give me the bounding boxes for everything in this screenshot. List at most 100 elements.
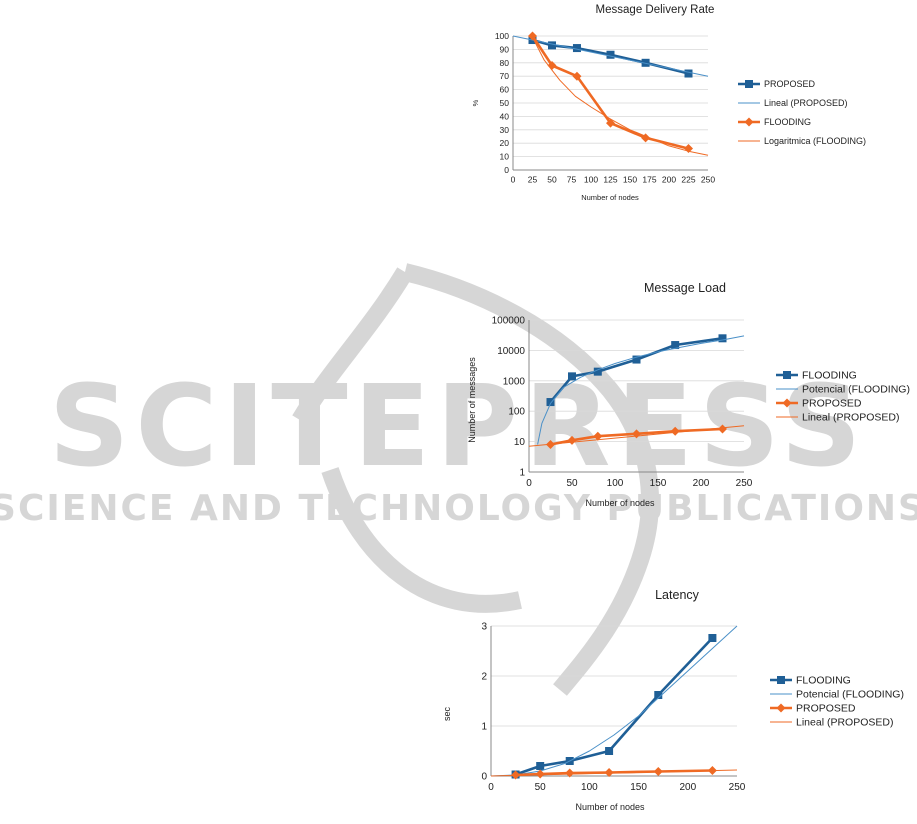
x-tick-label: 0 xyxy=(511,175,516,185)
x-tick-label: 50 xyxy=(566,478,578,489)
x-tick-label: 250 xyxy=(701,175,715,185)
data-point-flooding xyxy=(546,398,555,407)
data-point-proposed xyxy=(684,69,693,78)
data-point-proposed xyxy=(670,426,680,436)
y-tick-label: 40 xyxy=(500,111,510,121)
legend-label-proposed: PROPOSED xyxy=(764,79,816,89)
data-point-flooding xyxy=(718,334,727,343)
y-tick-label: 0 xyxy=(504,165,509,175)
y-tick-label: 90 xyxy=(500,44,510,54)
x-tick-label: 175 xyxy=(642,175,656,185)
legend-marker-proposed xyxy=(776,703,786,713)
series-line-logaritmica-flooding xyxy=(532,37,709,156)
legend-label-flooding: FLOODING xyxy=(802,370,857,382)
data-point-proposed xyxy=(606,50,615,59)
series-line-lineal-proposed xyxy=(528,425,745,447)
chart-title: Message Load xyxy=(644,281,726,295)
y-tick-label: 50 xyxy=(500,98,510,108)
x-tick-label: 100 xyxy=(607,478,624,489)
data-point-flooding xyxy=(528,31,537,41)
x-tick-label: 250 xyxy=(729,782,746,793)
x-tick-label: 200 xyxy=(662,175,676,185)
legend-marker-flooding xyxy=(744,117,754,127)
y-tick-label: 70 xyxy=(500,71,510,81)
y-tick-label: 10 xyxy=(500,152,510,162)
watermark-logo-shape xyxy=(292,263,659,696)
legend-label-proposed: PROPOSED xyxy=(796,703,856,715)
data-point-flooding xyxy=(632,355,641,364)
data-point-flooding xyxy=(572,71,582,81)
legend-marker-proposed xyxy=(745,80,753,88)
x-tick-label: 100 xyxy=(584,175,598,185)
y-tick-label: 100 xyxy=(495,31,509,41)
legend-label-logaritmica-flooding: Logaritmica (FLOODING) xyxy=(764,136,866,146)
data-point-proposed xyxy=(593,431,603,441)
chart-title: Latency xyxy=(655,588,700,602)
x-tick-label: 250 xyxy=(736,478,753,489)
y-axis-label: Number of messages xyxy=(467,357,477,443)
data-point-flooding xyxy=(605,747,614,755)
series-line-flooding xyxy=(549,337,723,403)
x-tick-label: 25 xyxy=(528,175,538,185)
x-tick-label: 50 xyxy=(547,175,557,185)
data-point-proposed xyxy=(548,41,556,50)
data-point-proposed xyxy=(718,424,727,434)
y-tick-label: 2 xyxy=(481,672,487,683)
x-tick-label: 0 xyxy=(488,782,494,793)
data-point-proposed xyxy=(641,58,650,67)
x-tick-label: 150 xyxy=(623,175,637,185)
legend-label-lineal-proposed: Lineal (PROPOSED) xyxy=(764,98,848,108)
legend-marker-proposed xyxy=(782,398,792,408)
y-axis-label: sec xyxy=(442,707,452,722)
data-point-proposed xyxy=(572,44,581,53)
x-axis-label: Number of nodes xyxy=(585,498,655,508)
x-tick-label: 100 xyxy=(581,782,598,793)
data-point-proposed xyxy=(535,769,545,779)
x-tick-label: 125 xyxy=(603,175,617,185)
x-tick-label: 225 xyxy=(681,175,695,185)
x-axis-label: Number of nodes xyxy=(575,802,645,812)
legend-label-potencial-flooding: Potencial (FLOODING) xyxy=(802,384,910,396)
series-line-flooding xyxy=(515,637,714,776)
data-point-flooding xyxy=(593,367,602,376)
y-tick-label: 3 xyxy=(481,622,487,633)
y-tick-label: 30 xyxy=(500,125,510,135)
y-tick-label: 0 xyxy=(481,772,487,783)
x-tick-label: 50 xyxy=(535,782,547,793)
y-tick-label: 20 xyxy=(500,138,510,148)
data-point-proposed xyxy=(565,768,575,778)
watermark-sub-text: SCIENCE AND TECHNOLOGY PUBLICATIONS xyxy=(0,488,917,529)
legend-label-potencial-flooding: Potencial (FLOODING) xyxy=(796,689,904,701)
legend-label-flooding: FLOODING xyxy=(796,675,851,687)
data-point-flooding xyxy=(536,762,545,770)
series-line-potencial-flooding xyxy=(537,335,745,445)
legend-label-proposed: PROPOSED xyxy=(802,398,862,410)
chart-title: Message Delivery Rate xyxy=(596,4,715,16)
legend-label-lineal-proposed: Lineal (PROPOSED) xyxy=(802,412,899,424)
y-axis-label: % xyxy=(471,99,480,106)
y-tick-label: 1 xyxy=(519,468,525,479)
x-tick-label: 75 xyxy=(567,175,577,185)
data-point-flooding xyxy=(671,341,680,350)
series-line-lineal-proposed xyxy=(490,769,738,777)
series-line-potencial-flooding xyxy=(490,625,738,777)
x-tick-label: 200 xyxy=(679,782,696,793)
legend-marker-flooding xyxy=(777,676,785,684)
y-tick-label: 10000 xyxy=(497,346,525,357)
y-tick-label: 1000 xyxy=(503,376,526,387)
y-tick-label: 1 xyxy=(481,722,487,733)
data-point-flooding xyxy=(654,691,663,699)
y-tick-label: 100000 xyxy=(492,316,526,327)
x-axis-label: Number of nodes xyxy=(581,193,639,202)
y-tick-label: 100 xyxy=(508,407,525,418)
x-tick-label: 150 xyxy=(650,478,667,489)
legend-marker-flooding xyxy=(783,371,791,379)
watermark-main-text: SCITEPRESS xyxy=(49,362,868,492)
data-point-flooding xyxy=(708,634,717,642)
y-tick-label: 60 xyxy=(500,85,510,95)
y-tick-label: 80 xyxy=(500,58,510,68)
